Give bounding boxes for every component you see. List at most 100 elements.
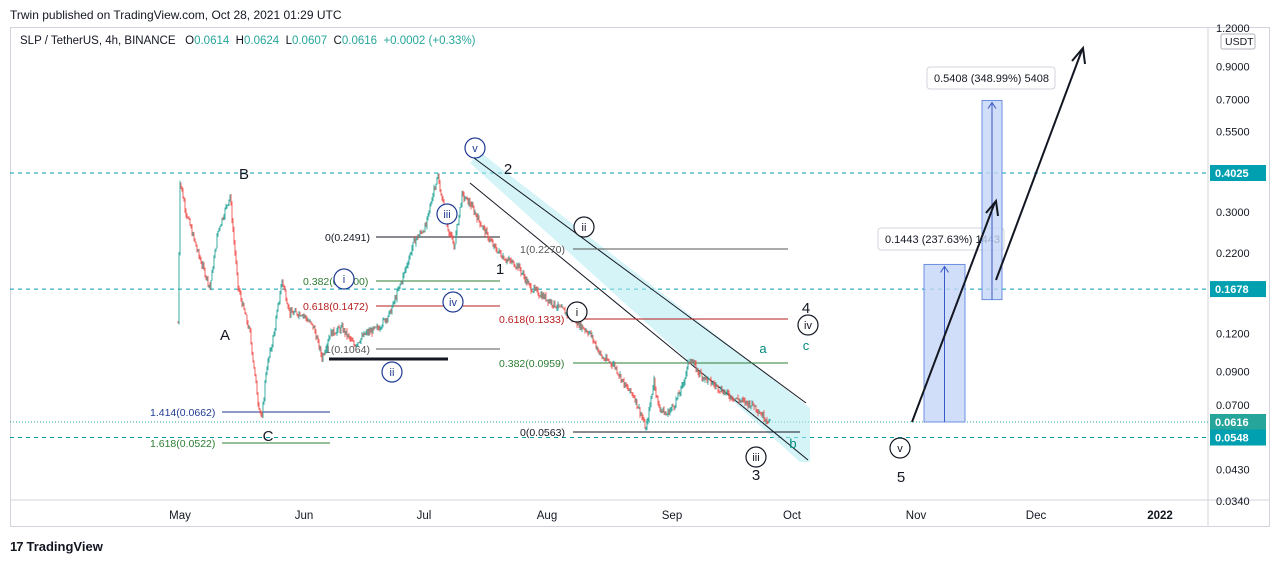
wave-major-label: A	[220, 327, 230, 344]
symbol-title[interactable]: SLP / TetherUS, 4h, BINANCE	[20, 35, 176, 47]
candles	[177, 173, 771, 431]
tradingview-logo-icon: 17	[10, 539, 24, 554]
price-badge-label: 0.1678	[1215, 284, 1249, 296]
time-tick: Jul	[417, 510, 432, 522]
descending-channel	[470, 152, 810, 462]
fib-level-label: 1(0.1064)	[325, 344, 370, 356]
wave-minor-label-circle	[381, 361, 403, 383]
wave-minute-label-circle	[566, 301, 588, 323]
fib-level-label: 0(0.0563)	[520, 427, 565, 439]
wave-minor-label: v	[472, 143, 478, 155]
price-badge-label: 0.4025	[1215, 168, 1249, 180]
wave-major-label: 4	[802, 300, 810, 317]
target-label: 0.5408 (348.99%) 5408	[934, 73, 1049, 85]
price-tick: 1.2000	[1216, 23, 1250, 35]
price-tick: 0.3000	[1216, 207, 1250, 219]
wave-major-label: B	[239, 166, 249, 183]
fib-level-label: 1.414(0.0662)	[150, 407, 215, 419]
price-tick: 0.0340	[1216, 496, 1250, 508]
price-tick: 0.0430	[1216, 465, 1250, 477]
price-tick: 0.0700	[1216, 400, 1250, 412]
price-tick: 0.1200	[1216, 329, 1250, 341]
wave-minute-label-circle	[573, 216, 595, 238]
low-label: L	[285, 35, 292, 47]
time-tick: 2022	[1147, 510, 1173, 522]
wave-abc-label: b	[789, 436, 796, 451]
time-tick: May	[169, 510, 191, 522]
price-tick: 0.9000	[1216, 61, 1250, 73]
wave-minute-label-circle	[889, 437, 911, 459]
wave-minute-label-circle	[797, 314, 819, 336]
wave-major-label: C	[263, 428, 274, 445]
price-tick: 0.5500	[1216, 127, 1250, 139]
published-header: Trwin published on TradingView.com, Oct …	[10, 8, 342, 22]
channel-upper-line	[473, 157, 807, 404]
wave-minor-label-circle	[464, 137, 486, 159]
time-tick: Nov	[906, 510, 927, 522]
fib-level-label: 0.618(0.1333)	[499, 314, 564, 326]
price-badge	[1210, 281, 1266, 298]
time-axis: May Jun Jul Aug Sep Oct Nov Dec 2022	[169, 510, 1173, 522]
fib-level-label: 1(0.2270)	[520, 244, 565, 256]
wave-major-label: 1	[496, 261, 504, 278]
projection-line	[995, 49, 1083, 281]
wave-major-label: 2	[504, 161, 512, 178]
tradingview-brand[interactable]: TradingView	[26, 539, 103, 554]
time-tick: Aug	[537, 510, 557, 522]
fib-level-label: 0.618(0.1472)	[303, 301, 368, 313]
open-value: 0.0614	[194, 35, 230, 47]
high-label: H	[235, 35, 244, 47]
projection-arrowhead	[1071, 45, 1086, 65]
wave-minor-label: i	[343, 274, 345, 286]
change-value: +0.0002 (+0.33%)	[383, 35, 476, 47]
fib-level-label: 0(0.2491)	[325, 232, 370, 244]
open-label: O	[185, 35, 195, 47]
wave-abc-label: a	[759, 341, 767, 356]
time-tick: Sep	[662, 510, 682, 522]
projection-path	[911, 45, 1086, 423]
close-label: C	[333, 35, 342, 47]
projection-line	[911, 201, 996, 423]
tradingview-footer: 17 TradingView	[10, 539, 103, 554]
time-tick: Oct	[783, 510, 802, 522]
wave-minute-label: i	[576, 307, 578, 319]
wave-minor-label: iii	[443, 209, 450, 221]
chart-frame	[10, 27, 1270, 527]
price-badge	[1210, 429, 1266, 446]
wave-minor-label-circle	[436, 203, 458, 225]
wave-minor-label-circle	[442, 291, 464, 313]
price-tick: 0.0900	[1216, 367, 1250, 379]
currency-label: USDT	[1225, 36, 1254, 48]
high-value: 0.0624	[243, 35, 280, 47]
wave-minute-label: v	[897, 443, 903, 455]
price-tick: 0.7000	[1216, 95, 1250, 107]
wave-minute-label: ii	[582, 222, 587, 234]
wave-abc-label: c	[803, 338, 810, 353]
wave-minute-label: iv	[804, 320, 812, 332]
target-label: 0.1443 (237.63%) 1443	[885, 234, 1000, 246]
target-label-box	[926, 66, 1056, 90]
price-targets: 0.1443 (237.63%) 1443 0.5408 (348.99%) 54…	[877, 66, 1056, 423]
wave-minor-label: ii	[390, 367, 395, 379]
wave-major-label: 3	[752, 467, 760, 484]
fib-level-label: 1.618(0.0522)	[150, 438, 215, 450]
projection-arrowhead	[985, 198, 999, 217]
price-tick: 0.2200	[1216, 248, 1250, 260]
wave-minor-label-circle	[333, 268, 355, 290]
wave-minute-label: iii	[752, 452, 759, 464]
wave-minute-label-circle	[745, 446, 767, 468]
price-axis: 1.2000 0.9000 0.7000 0.5500 0.3000 0.2200 0.12…	[1216, 23, 1250, 508]
close-value: 0.0616	[341, 35, 378, 47]
wave-minor-label: iv	[449, 297, 457, 309]
chart-legend: SLP / TetherUS, 4h, BINANCE O0.0614 H0.0…	[20, 35, 476, 47]
wave-major-label: 5	[897, 469, 905, 486]
currency-box	[1220, 33, 1256, 50]
price-badge-label: 0.0616	[1215, 417, 1249, 429]
price-badge	[1210, 165, 1266, 181]
target-arrowhead	[987, 101, 997, 109]
target-label-box	[877, 227, 1005, 251]
channel-lower-line	[469, 182, 809, 461]
